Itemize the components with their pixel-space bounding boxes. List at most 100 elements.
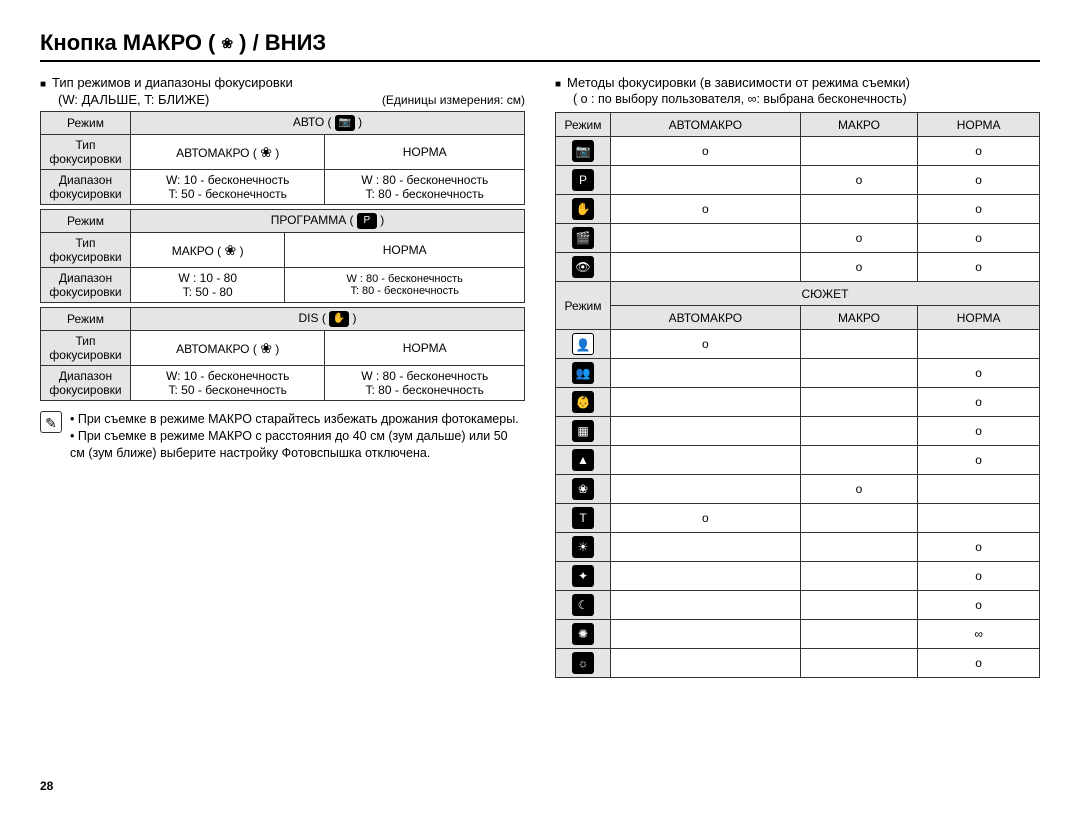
mode-icon: P	[357, 213, 377, 229]
table-row: ▲ o	[556, 446, 1040, 475]
range-col2: W : 80 - бесконечность T: 80 - бесконечн…	[325, 366, 525, 401]
cell-norma: o	[918, 591, 1040, 620]
header-automacro-2: АВТОМАКРО	[611, 306, 801, 330]
header-macro: МАКРО	[800, 113, 918, 137]
right-column: Методы фокусировки (в зависимости от реж…	[555, 74, 1040, 678]
header-macro-2: МАКРО	[800, 306, 918, 330]
table-row: ☼ o	[556, 649, 1040, 678]
mode-icon-cell: 📷	[556, 137, 611, 166]
mode-icon: ✋	[329, 311, 349, 327]
mode-icon-cell: 👥	[556, 359, 611, 388]
row-label-range: Диапазон фокусировки	[41, 268, 131, 303]
cell-macro: o	[800, 224, 918, 253]
cell-norma: o	[918, 417, 1040, 446]
range-col1: W: 10 - бесконечность T: 50 - бесконечно…	[131, 366, 325, 401]
table-row: 🎬 o o	[556, 224, 1040, 253]
cell-automacro	[611, 359, 801, 388]
scene-mode-icon: ✋	[572, 198, 594, 220]
focus-type-col1: АВТОМАКРО ( ❀ )	[131, 331, 325, 366]
scene-mode-icon: T	[572, 507, 594, 529]
mode-cell: DIS ( ✋ )	[131, 308, 525, 331]
table-row: ▦ o	[556, 417, 1040, 446]
cell-norma: ∞	[918, 620, 1040, 649]
scene-mode-icon: ✦	[572, 565, 594, 587]
row-label-focus-type: Тип фокусировки	[41, 233, 131, 268]
cell-norma: o	[918, 359, 1040, 388]
mode-icon-cell: ✦	[556, 562, 611, 591]
row-label-focus-type: Тип фокусировки	[41, 135, 131, 170]
focus-type-col1: АВТОМАКРО ( ❀ )	[131, 135, 325, 170]
title-text-suffix: ) / ВНИЗ	[239, 30, 326, 56]
cell-automacro: o	[611, 137, 801, 166]
scene-mode-icon: 👶	[572, 391, 594, 413]
cell-norma	[918, 504, 1040, 533]
cell-macro: o	[800, 253, 918, 282]
table-row: 👥 o	[556, 359, 1040, 388]
header-scene: СЮЖЕТ	[611, 282, 1040, 306]
cell-macro	[800, 195, 918, 224]
cell-norma: o	[918, 137, 1040, 166]
scene-mode-icon: ▲	[572, 449, 594, 471]
focus-range-table: Режим АВТО ( 📷 ) Тип фокусировки АВТОМАК…	[40, 111, 525, 205]
cell-automacro	[611, 475, 801, 504]
cell-norma: o	[918, 166, 1040, 195]
cell-norma: o	[918, 253, 1040, 282]
cell-macro	[800, 649, 918, 678]
table-row: P o o	[556, 166, 1040, 195]
table-row: ✋ o o	[556, 195, 1040, 224]
cell-norma	[918, 475, 1040, 504]
cell-automacro: o	[611, 504, 801, 533]
scene-mode-icon: ☀	[572, 536, 594, 558]
header-norma-2: НОРМА	[918, 306, 1040, 330]
cell-macro	[800, 620, 918, 649]
table-row: 👤 o	[556, 330, 1040, 359]
mode-icon-cell: ✺	[556, 620, 611, 649]
table-row: T o	[556, 504, 1040, 533]
right-intro: Методы фокусировки (в зависимости от реж…	[555, 74, 1040, 92]
cell-norma: o	[918, 649, 1040, 678]
mode-icon-cell: ☾	[556, 591, 611, 620]
row-label-mode: Режим	[41, 112, 131, 135]
mode-cell: ПРОГРАММА ( P )	[131, 210, 525, 233]
cell-automacro	[611, 253, 801, 282]
cell-automacro	[611, 224, 801, 253]
mode-icon-cell: ✋	[556, 195, 611, 224]
mode-icon-cell: 👶	[556, 388, 611, 417]
cell-automacro	[611, 417, 801, 446]
focus-type-col2: НОРМА	[325, 331, 525, 366]
mode-icon-cell: P	[556, 166, 611, 195]
note-item: При съемке в режиме МАКРО старайтесь изб…	[70, 411, 525, 428]
table-row: 👁 o o	[556, 253, 1040, 282]
scene-mode-icon: ▦	[572, 420, 594, 442]
cell-macro	[800, 388, 918, 417]
cell-macro	[800, 591, 918, 620]
focus-range-table: Режим DIS ( ✋ ) Тип фокусировки АВТОМАКР…	[40, 307, 525, 401]
scene-mode-icon: 👤	[572, 333, 594, 355]
cell-macro	[800, 533, 918, 562]
cell-automacro: o	[611, 195, 801, 224]
header-norma: НОРМА	[918, 113, 1040, 137]
scene-mode-icon: ❀	[572, 478, 594, 500]
scene-mode-icon: 👁	[572, 256, 594, 278]
mode-icon-cell: ▲	[556, 446, 611, 475]
focus-type-col1: МАКРО ( ❀ )	[131, 233, 285, 268]
cell-macro: o	[800, 166, 918, 195]
cell-macro	[800, 359, 918, 388]
row-label-mode: Режим	[41, 210, 131, 233]
cell-norma: o	[918, 388, 1040, 417]
cell-norma: o	[918, 195, 1040, 224]
table-row: ☀ o	[556, 533, 1040, 562]
cell-norma	[918, 330, 1040, 359]
header-mode-scene: Режим	[556, 282, 611, 330]
cell-automacro	[611, 166, 801, 195]
focus-type-col2: НОРМА	[285, 233, 525, 268]
mode-icon-cell: 👤	[556, 330, 611, 359]
scene-mode-icon: P	[572, 169, 594, 191]
cell-norma: o	[918, 562, 1040, 591]
cell-macro	[800, 330, 918, 359]
mode-icon-cell: ☀	[556, 533, 611, 562]
mode-icon-cell: T	[556, 504, 611, 533]
cell-macro	[800, 417, 918, 446]
mode-cell: АВТО ( 📷 )	[131, 112, 525, 135]
table-row: ☾ o	[556, 591, 1040, 620]
